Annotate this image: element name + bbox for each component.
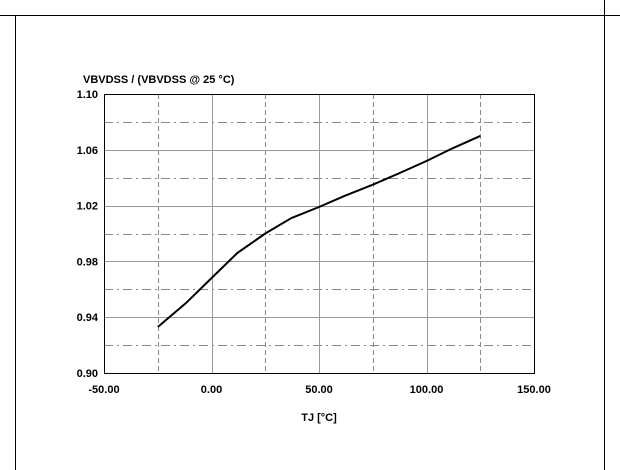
y-tick-label: 0.94	[77, 312, 99, 324]
x-tick-label: 50.00	[305, 384, 333, 396]
x-axis-title: TJ [°C]	[301, 412, 337, 424]
series-layer	[157, 134, 481, 328]
x-tick-label: 100.00	[410, 384, 444, 396]
series-line	[157, 134, 481, 328]
y-axis-title: VBVDSS / (VBVDSS @ 25 °C)	[83, 74, 235, 86]
x-tick-label: -50.00	[88, 384, 119, 396]
y-tick-label: 1.06	[77, 145, 98, 157]
x-tick-label: 0.00	[201, 384, 222, 396]
y-tick-label: 1.02	[77, 201, 98, 213]
y-axis-ticks: 0.90 0.94 0.98 1.02 1.06 1.10	[77, 89, 99, 380]
y-tick-label: 0.90	[77, 368, 98, 380]
x-tick-label: 150.00	[517, 384, 551, 396]
y-tick-label: 0.98	[77, 256, 98, 268]
y-tick-label: 1.10	[77, 89, 98, 101]
x-axis-ticks: -50.00 0.00 50.00 100.00 150.00	[88, 384, 550, 396]
major-gridlines	[104, 94, 535, 374]
plot-area	[104, 94, 535, 374]
